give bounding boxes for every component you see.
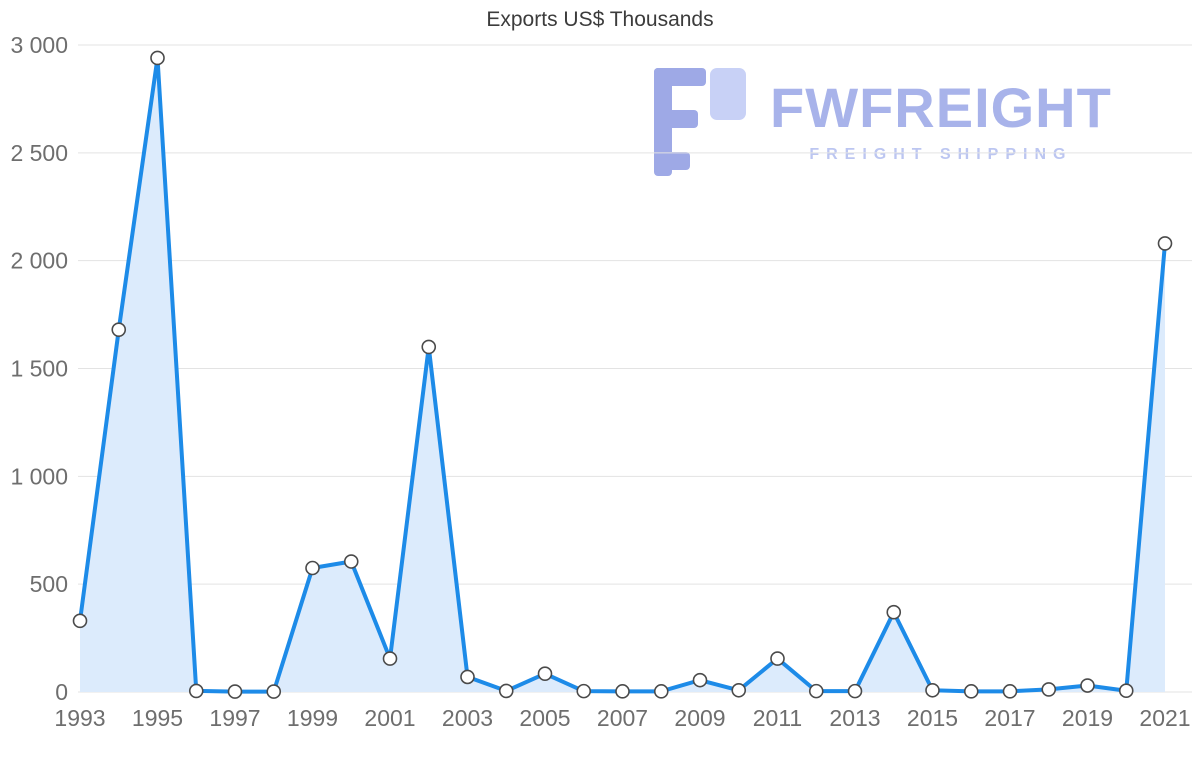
y-axis-tick-label: 2 500 (10, 140, 68, 166)
data-point-marker[interactable] (886, 604, 902, 620)
x-axis-tick-label: 2011 (753, 705, 802, 731)
data-point-marker[interactable] (1041, 682, 1057, 697)
x-axis-tick-label: 2001 (364, 705, 415, 731)
data-point-marker[interactable] (498, 683, 514, 699)
y-axis-tick-label: 3 000 (10, 32, 68, 58)
data-point-marker[interactable] (692, 672, 708, 688)
x-axis-tick-label: 2009 (674, 705, 725, 731)
data-point-marker[interactable] (615, 684, 630, 699)
data-point-marker[interactable] (1002, 684, 1018, 699)
x-axis-tick-label: 1999 (287, 705, 338, 731)
x-axis-tick-label: 2007 (597, 705, 648, 731)
area-fill (80, 57, 1165, 692)
x-axis-tick-label: 1993 (54, 705, 105, 731)
data-point-marker[interactable] (111, 322, 127, 337)
data-point-marker[interactable] (925, 682, 940, 698)
data-point-marker[interactable] (266, 684, 282, 699)
x-axis-tick-label: 2017 (984, 705, 1035, 731)
y-axis-tick-label: 2 000 (10, 248, 68, 274)
y-axis-tick-label: 1 500 (10, 356, 68, 382)
x-axis-tick-label: 2019 (1062, 705, 1113, 731)
data-point-marker[interactable] (421, 339, 437, 355)
chart-title: Exports US$ Thousands (486, 8, 714, 31)
data-point-marker[interactable] (1118, 683, 1134, 699)
data-point-marker[interactable] (1157, 236, 1173, 251)
data-point-marker[interactable] (460, 669, 475, 685)
y-axis-tick-label: 1 000 (10, 463, 68, 489)
data-point-marker[interactable] (1080, 678, 1095, 693)
x-axis-tick-label: 2021 (1139, 705, 1190, 731)
data-point-marker[interactable] (382, 651, 398, 666)
data-point-marker[interactable] (731, 682, 747, 698)
x-axis-tick-label: 2013 (829, 705, 880, 731)
data-point-marker[interactable] (72, 613, 88, 629)
data-point-marker[interactable] (770, 651, 785, 666)
y-axis-tick-label: 0 (55, 679, 68, 705)
x-axis-tick-label: 2015 (907, 705, 958, 731)
data-point-marker[interactable] (847, 683, 863, 699)
data-point-marker[interactable] (537, 666, 553, 681)
data-point-marker[interactable] (963, 684, 979, 699)
x-axis-tick-label: 2005 (519, 705, 570, 731)
data-point-marker[interactable] (305, 560, 320, 576)
data-point-marker[interactable] (343, 554, 359, 569)
data-point-marker[interactable] (653, 684, 669, 699)
data-point-marker[interactable] (808, 683, 824, 699)
x-axis-tick-label: 1997 (209, 705, 260, 731)
data-point-marker[interactable] (227, 684, 243, 699)
data-point-marker[interactable] (188, 683, 204, 699)
x-axis-tick-label: 1995 (132, 705, 183, 731)
y-axis-tick-label: 500 (30, 571, 68, 597)
data-point-marker[interactable] (150, 50, 165, 66)
data-point-marker[interactable] (576, 683, 592, 699)
x-axis-tick-label: 2003 (442, 705, 493, 731)
